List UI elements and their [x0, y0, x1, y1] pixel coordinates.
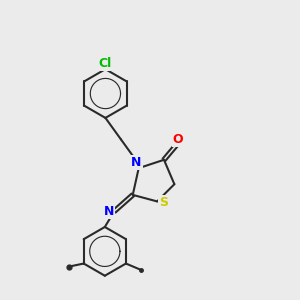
Text: S: S: [159, 196, 168, 209]
Text: N: N: [104, 205, 114, 218]
Text: Cl: Cl: [99, 57, 112, 70]
Text: O: O: [172, 133, 183, 146]
Text: N: N: [131, 156, 142, 169]
